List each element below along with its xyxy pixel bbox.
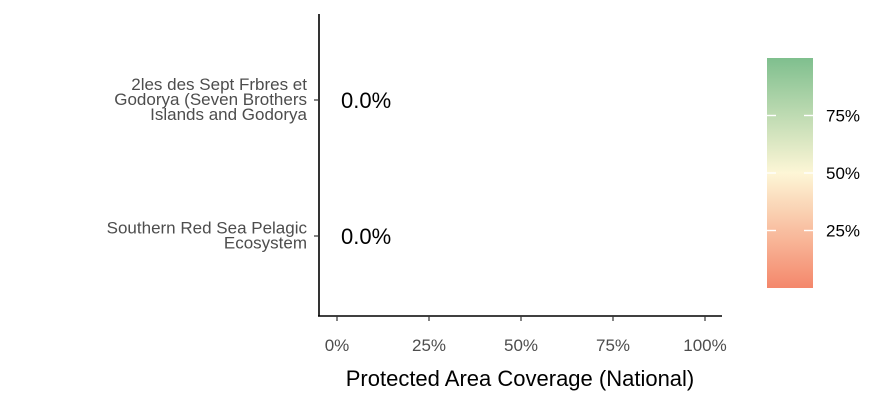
data-label: 0.0% bbox=[341, 224, 391, 249]
y-category-label: 2les des Sept Frbres et Godorya (Seven Br… bbox=[114, 75, 307, 124]
legend-label: 75% bbox=[826, 107, 860, 126]
x-tick-label: 25% bbox=[412, 336, 446, 355]
y-category-label: Southern Red Sea Pelagic Ecosystem bbox=[107, 219, 308, 253]
x-tick-label: 100% bbox=[683, 336, 726, 355]
data-label: 0.0% bbox=[341, 88, 391, 113]
plot-area: 0% 25% 50% 75% 100% 2les des Sept Frbres et G… bbox=[107, 14, 727, 355]
legend-label: 50% bbox=[826, 164, 860, 183]
x-tick-label: 0% bbox=[325, 336, 350, 355]
legend-label: 25% bbox=[826, 222, 860, 241]
x-tick-label: 50% bbox=[504, 336, 538, 355]
x-axis-title: Protected Area Coverage (National) bbox=[346, 366, 695, 391]
colorbar-legend: 25% 50% 75% bbox=[767, 58, 860, 288]
x-tick-label: 75% bbox=[596, 336, 630, 355]
